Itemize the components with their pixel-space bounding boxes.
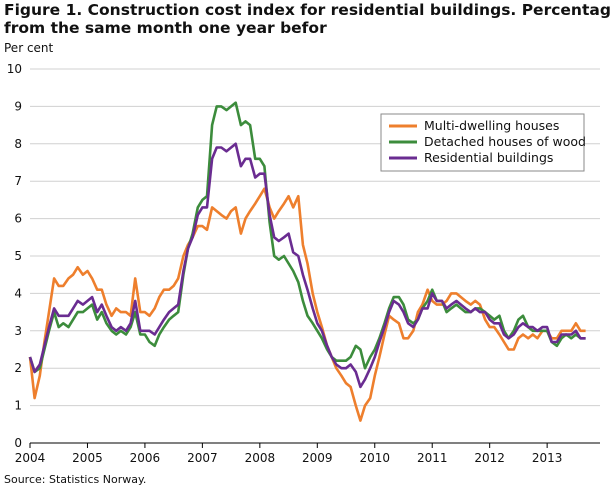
- x-tick-label-2006: 2006: [130, 451, 161, 465]
- x-tick-label-2010: 2010: [359, 451, 390, 465]
- series-lines: [28, 101, 586, 422]
- y-axis-ticks: 0 1 2 3 4 5 6 7 8 9 10: [7, 62, 22, 450]
- y-tick-label-3: 3: [14, 324, 22, 338]
- y-tick-label-7: 7: [14, 174, 22, 188]
- x-tick-label-2004: 2004: [15, 451, 46, 465]
- series-line-1: [28, 101, 586, 374]
- chart-title-line-1: Figure 1. Construction cost index for re…: [4, 1, 610, 19]
- y-tick-label-4: 4: [14, 286, 22, 300]
- y-tick-label-2: 2: [14, 361, 22, 375]
- y-tick-label-8: 8: [14, 137, 22, 151]
- y-tick-label-6: 6: [14, 212, 22, 226]
- legend-label-detached-wood: Detached houses of wood: [424, 134, 586, 149]
- y-tick-label-10: 10: [7, 62, 22, 76]
- x-axis: 2004 2005 2006 2007 2008 2009 2010 2011 2012 2013: [15, 442, 600, 465]
- x-tick-label-2013: 2013: [532, 451, 563, 465]
- series-line-2: [28, 142, 586, 389]
- x-tick-label-2011: 2011: [417, 451, 448, 465]
- y-tick-label-1: 1: [14, 399, 22, 413]
- y-tick-label-0: 0: [14, 436, 22, 450]
- x-tick-label-2012: 2012: [474, 451, 505, 465]
- legend: Multi-dwelling houses Detached houses of…: [380, 113, 586, 172]
- y-axis-label: Per cent: [4, 41, 54, 55]
- x-tick-label-2008: 2008: [245, 451, 276, 465]
- x-tick-label-2007: 2007: [187, 451, 218, 465]
- x-tick-label-2005: 2005: [72, 451, 103, 465]
- y-tick-label-9: 9: [14, 99, 22, 113]
- y-tick-label-5: 5: [14, 249, 22, 263]
- x-tick-label-2009: 2009: [302, 451, 333, 465]
- source-note: Source: Statistics Norway.: [4, 473, 146, 486]
- legend-label-multi-dwelling: Multi-dwelling houses: [424, 118, 559, 133]
- legend-label-residential: Residential buildings: [424, 150, 553, 165]
- series-line-0: [28, 187, 586, 422]
- chart-title-line-2: from the same month one year befor: [4, 19, 327, 37]
